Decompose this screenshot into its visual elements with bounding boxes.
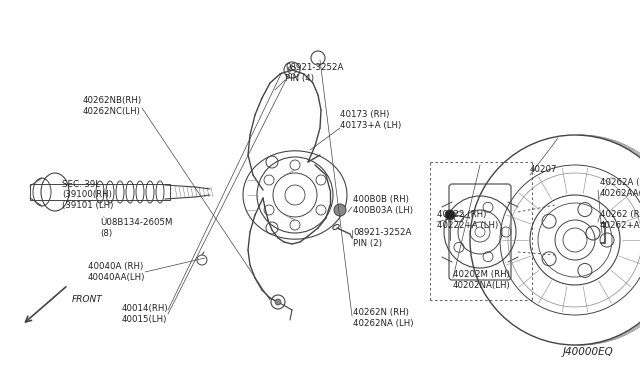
Text: 08921-3252A
PIN (4): 08921-3252A PIN (4) — [285, 63, 344, 83]
Text: 08921-3252A
PIN (2): 08921-3252A PIN (2) — [353, 228, 412, 248]
Text: SEC. 39L
(39100(RH)
(39101 (LH): SEC. 39L (39100(RH) (39101 (LH) — [62, 180, 113, 210]
Text: 40262NB(RH)
40262NC(LH): 40262NB(RH) 40262NC(LH) — [83, 96, 142, 116]
Text: J40000EQ: J40000EQ — [563, 347, 613, 357]
Circle shape — [445, 210, 455, 220]
Text: 40262N (RH)
40262NA (LH): 40262N (RH) 40262NA (LH) — [353, 308, 413, 328]
Text: 40262A (RH)
40262AA(LH): 40262A (RH) 40262AA(LH) — [600, 178, 640, 198]
Text: 40222 (RH)
40222+A (LH): 40222 (RH) 40222+A (LH) — [437, 210, 499, 230]
Text: FRONT: FRONT — [72, 295, 103, 305]
Text: 400B0B (RH)
400B03A (LH): 400B0B (RH) 400B03A (LH) — [353, 195, 413, 215]
Text: 40202M (RH)
40202NA(LH): 40202M (RH) 40202NA(LH) — [453, 270, 511, 290]
Text: 40262 (RH)
40262+A(LH): 40262 (RH) 40262+A(LH) — [600, 210, 640, 230]
Text: 40207: 40207 — [530, 166, 557, 174]
Text: Ù08B134-2605M
(8): Ù08B134-2605M (8) — [100, 218, 173, 238]
Text: 40040A (RH)
40040AA(LH): 40040A (RH) 40040AA(LH) — [88, 262, 145, 282]
Circle shape — [275, 299, 281, 305]
Text: 40014(RH)
40015(LH): 40014(RH) 40015(LH) — [122, 304, 168, 324]
Text: 40173 (RH)
40173+A (LH): 40173 (RH) 40173+A (LH) — [340, 110, 401, 130]
Circle shape — [334, 204, 346, 216]
